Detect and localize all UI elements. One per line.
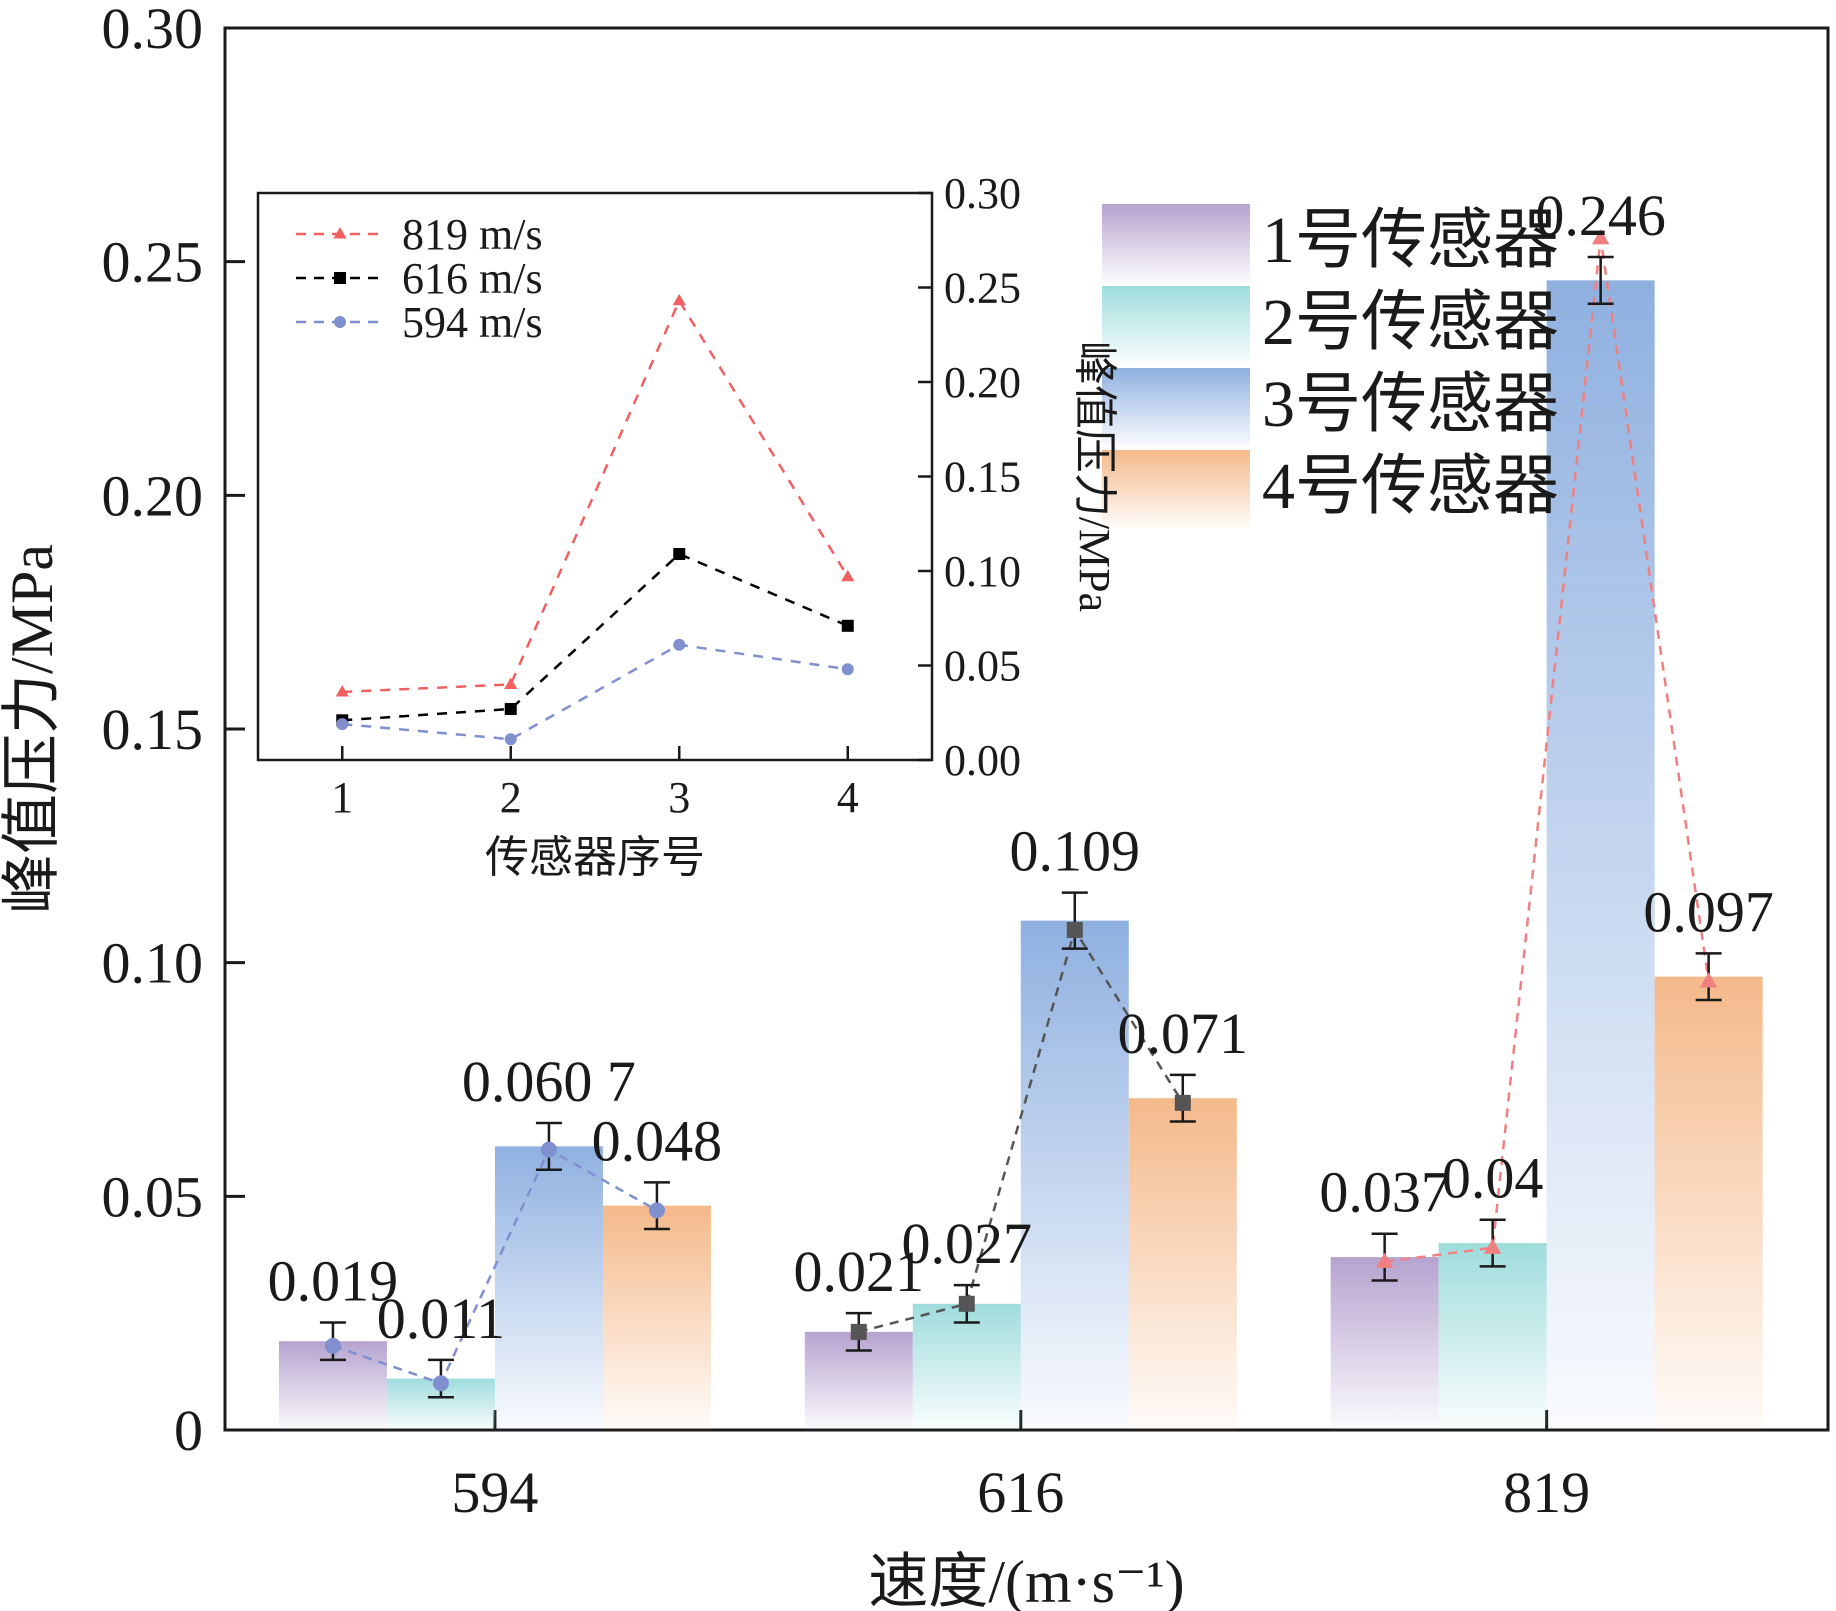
data-label: 0.060 7 [462, 1049, 636, 1114]
bar [1020, 920, 1129, 1430]
bar [1128, 1098, 1237, 1430]
bar [602, 1205, 711, 1430]
y-tick-label: 0.10 [102, 931, 204, 996]
inset-y-tick-label: 0.00 [944, 736, 1021, 785]
data-label: 0.097 [1643, 879, 1774, 944]
overlay-line [332, 1147, 658, 1385]
overlay-marker [1066, 921, 1083, 938]
y-axis-title: 峰值压力/MPa [0, 544, 65, 914]
overlay-marker [1699, 972, 1718, 988]
inset-marker [672, 293, 686, 306]
legend-swatch [1102, 286, 1250, 364]
overlay-marker [648, 1202, 665, 1219]
y-tick-label: 0 [174, 1398, 203, 1463]
data-label: 0.246 [1535, 183, 1666, 248]
overlay-marker [850, 1323, 867, 1340]
inset-legend-label: 819 m/s [402, 210, 543, 259]
inset-legend-label: 594 m/s [402, 298, 543, 347]
inset-marker [673, 547, 686, 560]
inset-series-line [342, 298, 849, 694]
inset-y-tick-label: 0.05 [944, 642, 1021, 691]
y-tick-label: 0.20 [102, 463, 204, 528]
bar [1330, 1257, 1439, 1430]
overlay-marker [540, 1141, 557, 1158]
inset-frame [256, 191, 934, 762]
bar [1546, 280, 1655, 1430]
inset-y-tick-label: 0.30 [944, 169, 1021, 218]
x-axis-title: 速度/(m·s⁻¹) [868, 1549, 1184, 1611]
legend-swatch [1102, 368, 1250, 446]
data-label: 0.027 [902, 1211, 1033, 1276]
x-tick-label: 616 [977, 1460, 1064, 1525]
overlay-marker [324, 1337, 341, 1354]
overlay-marker [432, 1375, 449, 1392]
overlay-marker [1375, 1252, 1394, 1268]
inset-y-tick-label: 0.25 [944, 264, 1021, 313]
legend-label: 3号传感器 [1262, 368, 1559, 441]
data-label: 0.037 [1319, 1160, 1450, 1225]
inset-series-line [342, 643, 848, 741]
legend-swatch [1102, 450, 1250, 528]
inset-marker [336, 718, 349, 731]
inset-legend-marker [334, 272, 346, 284]
overlay-line [1384, 238, 1710, 1263]
data-label: 0.04 [1442, 1146, 1544, 1211]
inset-marker [504, 733, 517, 746]
legend-swatch [1102, 204, 1250, 282]
overlay-marker [958, 1295, 975, 1312]
legend-label: 2号传感器 [1262, 286, 1559, 359]
inset-y-tick-label: 0.15 [944, 453, 1021, 502]
legend-label: 4号传感器 [1262, 450, 1559, 523]
inset-y-tick-label: 0.10 [944, 547, 1021, 596]
bar [1438, 1243, 1547, 1430]
inset-marker [504, 702, 517, 715]
overlay-marker [1174, 1094, 1191, 1111]
inset-x-tick-label: 1 [331, 773, 353, 822]
y-tick-label: 0.25 [102, 230, 204, 295]
bar [912, 1303, 1021, 1430]
inset-y-axis-title: 峰值压力/MPa [1070, 341, 1119, 612]
y-tick-label: 0.30 [102, 0, 204, 61]
inset-marker [841, 569, 855, 582]
data-label: 0.109 [1010, 819, 1141, 884]
overlay-marker [1591, 229, 1610, 245]
inset-x-axis-title: 传感器序号 [485, 833, 705, 882]
bar [494, 1146, 603, 1430]
data-label: 0.071 [1118, 1001, 1249, 1066]
inset-series-line [342, 552, 849, 722]
inset-y-tick-label: 0.20 [944, 358, 1021, 407]
data-label: 0.011 [377, 1286, 505, 1351]
x-tick-label: 819 [1503, 1460, 1590, 1525]
inset-x-tick-label: 4 [837, 773, 859, 822]
legend-label: 1号传感器 [1262, 204, 1559, 277]
data-label: 0.021 [794, 1239, 925, 1304]
inset-legend-label: 616 m/s [402, 254, 543, 303]
overlay-line [858, 926, 1184, 1334]
x-tick-label: 594 [451, 1460, 538, 1525]
y-tick-label: 0.05 [102, 1164, 204, 1229]
inset-marker [841, 619, 854, 632]
error-bar [1061, 891, 1088, 950]
inset-marker [335, 685, 349, 697]
inset-marker [504, 677, 518, 689]
error-bar [1587, 255, 1614, 305]
overlay-marker [1483, 1238, 1502, 1254]
inset-legend-marker [333, 227, 347, 239]
y-tick-label: 0.15 [102, 697, 204, 762]
inset-marker [841, 663, 854, 676]
inset-x-tick-label: 2 [500, 773, 522, 822]
bar [1654, 976, 1763, 1430]
inset-x-tick-label: 3 [668, 773, 690, 822]
data-label: 0.048 [592, 1108, 723, 1173]
inset-legend-marker [334, 316, 346, 328]
inset-marker [673, 638, 686, 651]
data-label: 0.019 [268, 1249, 399, 1314]
